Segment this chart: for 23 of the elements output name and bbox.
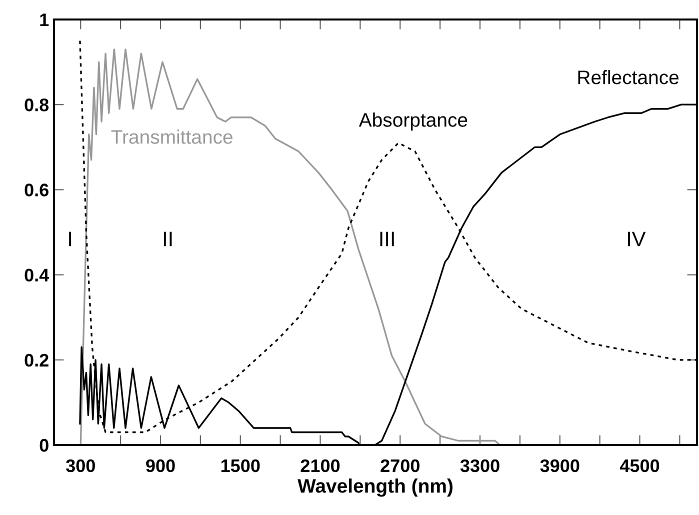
- series-label: Reflectance: [578, 70, 679, 84]
- annotation: I: [69, 232, 72, 246]
- x-tick-label: 2100: [300, 459, 340, 472]
- y-tick-label: 0.8: [24, 98, 49, 112]
- x-tick-label: 4500: [620, 459, 660, 472]
- y-tick-label: 0.6: [24, 184, 48, 196]
- annotation: IV: [628, 232, 646, 246]
- y-tick-label: 0: [40, 438, 48, 452]
- x-axis-title: Wavelength (nm): [298, 478, 452, 497]
- series-label: Transmittance: [111, 130, 232, 144]
- y-tick-label: 1: [40, 14, 49, 26]
- y-tick-label: 0.4: [24, 268, 50, 282]
- x-tick-label: 3300: [460, 459, 500, 472]
- series-label: Absorptance: [358, 112, 468, 131]
- x-tick-label: 900: [146, 459, 175, 472]
- annotation: III: [380, 232, 394, 246]
- x-tick-label: 1500: [221, 459, 260, 472]
- line-series: [80, 48, 501, 445]
- annotation: II: [164, 232, 172, 246]
- y-tick-label: 0.2: [24, 354, 48, 367]
- x-tick-label: 2700: [380, 459, 420, 472]
- x-tick-label: 3900: [540, 459, 580, 472]
- x-tick-label: 300: [66, 459, 95, 472]
